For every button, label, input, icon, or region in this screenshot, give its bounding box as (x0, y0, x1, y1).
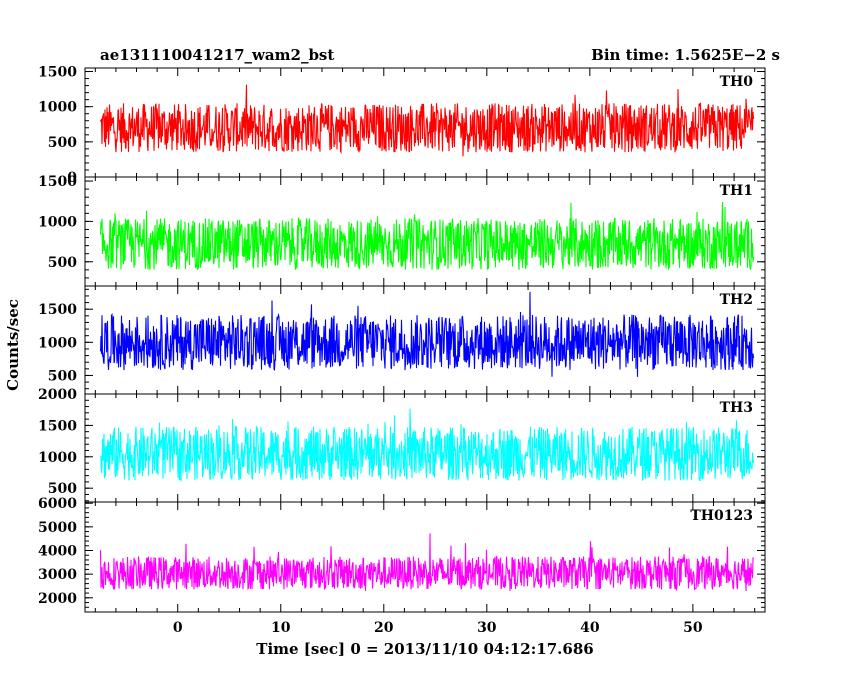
y-axis-label: Counts/sec (4, 299, 22, 391)
x-tick-label: 30 (477, 620, 497, 636)
chart-title-right: Bin time: 1.5625E−2 s (591, 46, 780, 64)
series-th2-line (99, 291, 755, 377)
y-tick-label: 1000 (38, 450, 77, 466)
y-tick-label: 1500 (38, 65, 77, 81)
y-tick-label: 1000 (38, 335, 77, 351)
y-tick-label: 1500 (38, 302, 77, 318)
panel-th1: 500 1000 1500 TH1 (38, 174, 766, 287)
series-th1-line (99, 201, 755, 270)
y-tick-label: 3000 (38, 567, 77, 583)
panel-th2: 500 1000 1500 TH2 (38, 285, 766, 395)
series-th0-line (99, 84, 755, 157)
panel-label: TH0 (720, 74, 754, 90)
x-tick-label: 50 (683, 620, 703, 636)
y-tick-label: 1000 (38, 214, 77, 230)
x-axis-label: Time [sec] 0 = 2013/11/10 04:12:17.686 (256, 640, 593, 658)
panel-frame (84, 176, 766, 287)
y-tick-label: 500 (48, 255, 77, 271)
panel-th0123: 2000 3000 4000 5000 6000 TH0123 0 10 20 30 40 50 (38, 496, 766, 636)
y-tick-label: 500 (48, 481, 77, 497)
panel-frame (84, 501, 766, 613)
x-tick-label: 0 (173, 620, 183, 636)
y-tick-label: 6000 (38, 496, 77, 512)
y-tick-label: 500 (48, 368, 77, 384)
y-tick-label: 1500 (38, 174, 77, 190)
y-tick-label: 5000 (38, 520, 77, 536)
panels-group: 050010001500TH050010001500TH150010001500… (38, 65, 766, 636)
y-tick-label: 2000 (38, 387, 77, 403)
x-tick-label: 10 (271, 620, 291, 636)
panel-label: TH1 (720, 183, 753, 199)
y-tick-label: 0 (67, 170, 77, 186)
panel-th0: 0 500 1000 1500 TH0 (38, 65, 766, 186)
y-tick-label: 1000 (38, 100, 77, 116)
y-tick-label: 500 (48, 135, 77, 151)
panel-label: TH0123 (690, 508, 753, 524)
panel-label: TH3 (720, 400, 753, 416)
chart-title-left: ae131110041217_wam2_bst (100, 46, 334, 64)
y-tick-label: 4000 (38, 543, 77, 559)
series-th3-line (99, 408, 755, 483)
panel-th3: 500 1000 1500 2000 TH3 (38, 387, 766, 503)
x-tick-label: 40 (580, 620, 600, 636)
y-tick-label: 2000 (38, 591, 77, 607)
y-tick-label: 1500 (38, 418, 77, 434)
panel-label: TH2 (720, 292, 753, 308)
x-tick-label: 20 (374, 620, 394, 636)
series-th0123-line (99, 533, 755, 592)
